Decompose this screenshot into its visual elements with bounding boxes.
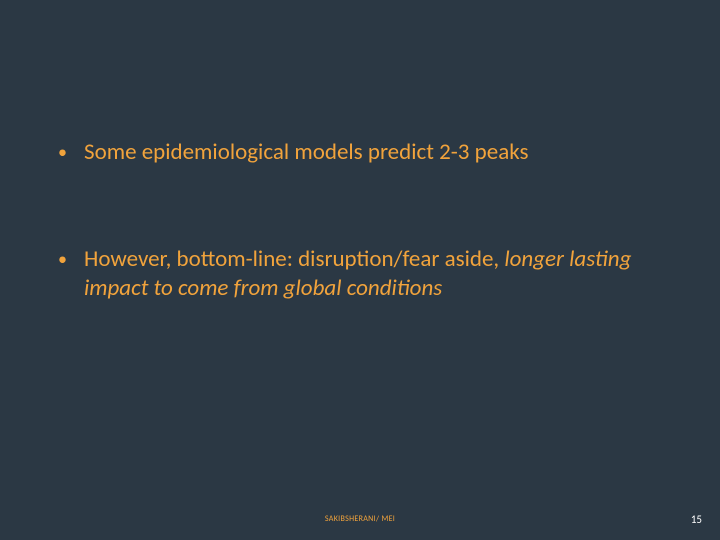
bullet-item: • However, bottom-line: disruption/fear … bbox=[58, 245, 680, 303]
bullet-text-plain: However, bottom-line: disruption/fear as… bbox=[84, 245, 504, 273]
page-number: 15 bbox=[691, 513, 702, 526]
bullet-marker: • bbox=[58, 138, 84, 166]
bullet-item: • Some epidemiological models predict 2-… bbox=[58, 138, 680, 167]
bullet-marker: • bbox=[58, 245, 84, 273]
bullet-text-plain: Some epidemiological models predict 2-3 … bbox=[84, 138, 528, 166]
bullet-text: Some epidemiological models predict 2-3 … bbox=[84, 138, 680, 167]
bullet-text: However, bottom-line: disruption/fear as… bbox=[84, 245, 680, 303]
slide-body: • Some epidemiological models predict 2-… bbox=[58, 138, 680, 380]
footer-attribution: SAKIBSHERANI/ MEI bbox=[0, 514, 720, 524]
